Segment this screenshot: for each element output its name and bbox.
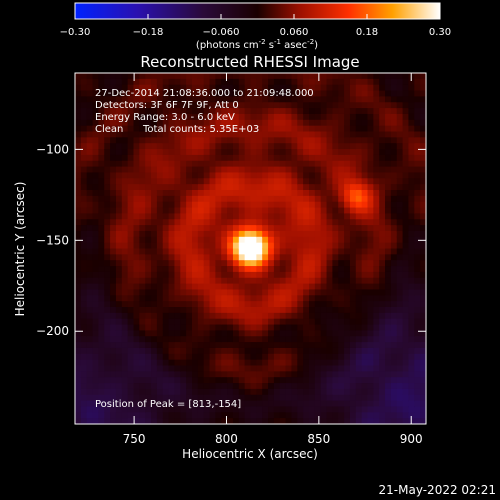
colorbar-tick-label: −0.30 xyxy=(60,27,91,38)
colorbar-frame xyxy=(74,2,441,20)
annotation-method: Clean xyxy=(95,124,123,135)
plot-frame xyxy=(74,72,427,425)
annotation-time-range: 27-Dec-2014 21:08:36.000 to 21:09:48.000 xyxy=(95,88,314,99)
colorbar-tick-label: 0.18 xyxy=(356,27,378,38)
annotations: 27-Dec-2014 21:08:36.000 to 21:09:48.000… xyxy=(95,88,314,410)
heatmap-image xyxy=(75,73,426,424)
colorbar-tick-label: 0.060 xyxy=(280,27,309,38)
colorbar-tick-label: −0.18 xyxy=(133,27,164,38)
x-axis-label: Heliocentric X (arcsec) xyxy=(182,447,318,461)
y-tick-label: −150 xyxy=(36,233,69,247)
annotation-counts: Total counts: 5.35E+03 xyxy=(142,124,259,135)
colorbar xyxy=(75,3,440,19)
y-tick-label: −200 xyxy=(36,324,69,338)
y-axis-label: Heliocentric Y (arcsec) xyxy=(13,182,27,317)
colorbar-tick-label: −0.060 xyxy=(202,27,239,38)
timestamp: 21-May-2022 02:21 xyxy=(379,483,496,497)
x-tick-label: 850 xyxy=(307,432,330,446)
chart-title: Reconstructed RHESSI Image xyxy=(140,53,359,71)
annotation-peak: Position of Peak = [813,-154] xyxy=(95,399,241,410)
colorbar-units: (photons cm-2 s-1 asec-2) xyxy=(196,38,318,51)
x-tick-label: 900 xyxy=(400,432,423,446)
annotation-energy: Energy Range: 3.0 - 6.0 keV xyxy=(95,112,235,123)
colorbar-tick-label: 0.30 xyxy=(429,27,451,38)
y-tick-label: −100 xyxy=(36,142,69,156)
annotation-detectors: Detectors: 3F 6F 7F 9F, Att 0 xyxy=(95,100,239,111)
x-tick-label: 800 xyxy=(215,432,238,446)
x-tick-label: 750 xyxy=(123,432,146,446)
